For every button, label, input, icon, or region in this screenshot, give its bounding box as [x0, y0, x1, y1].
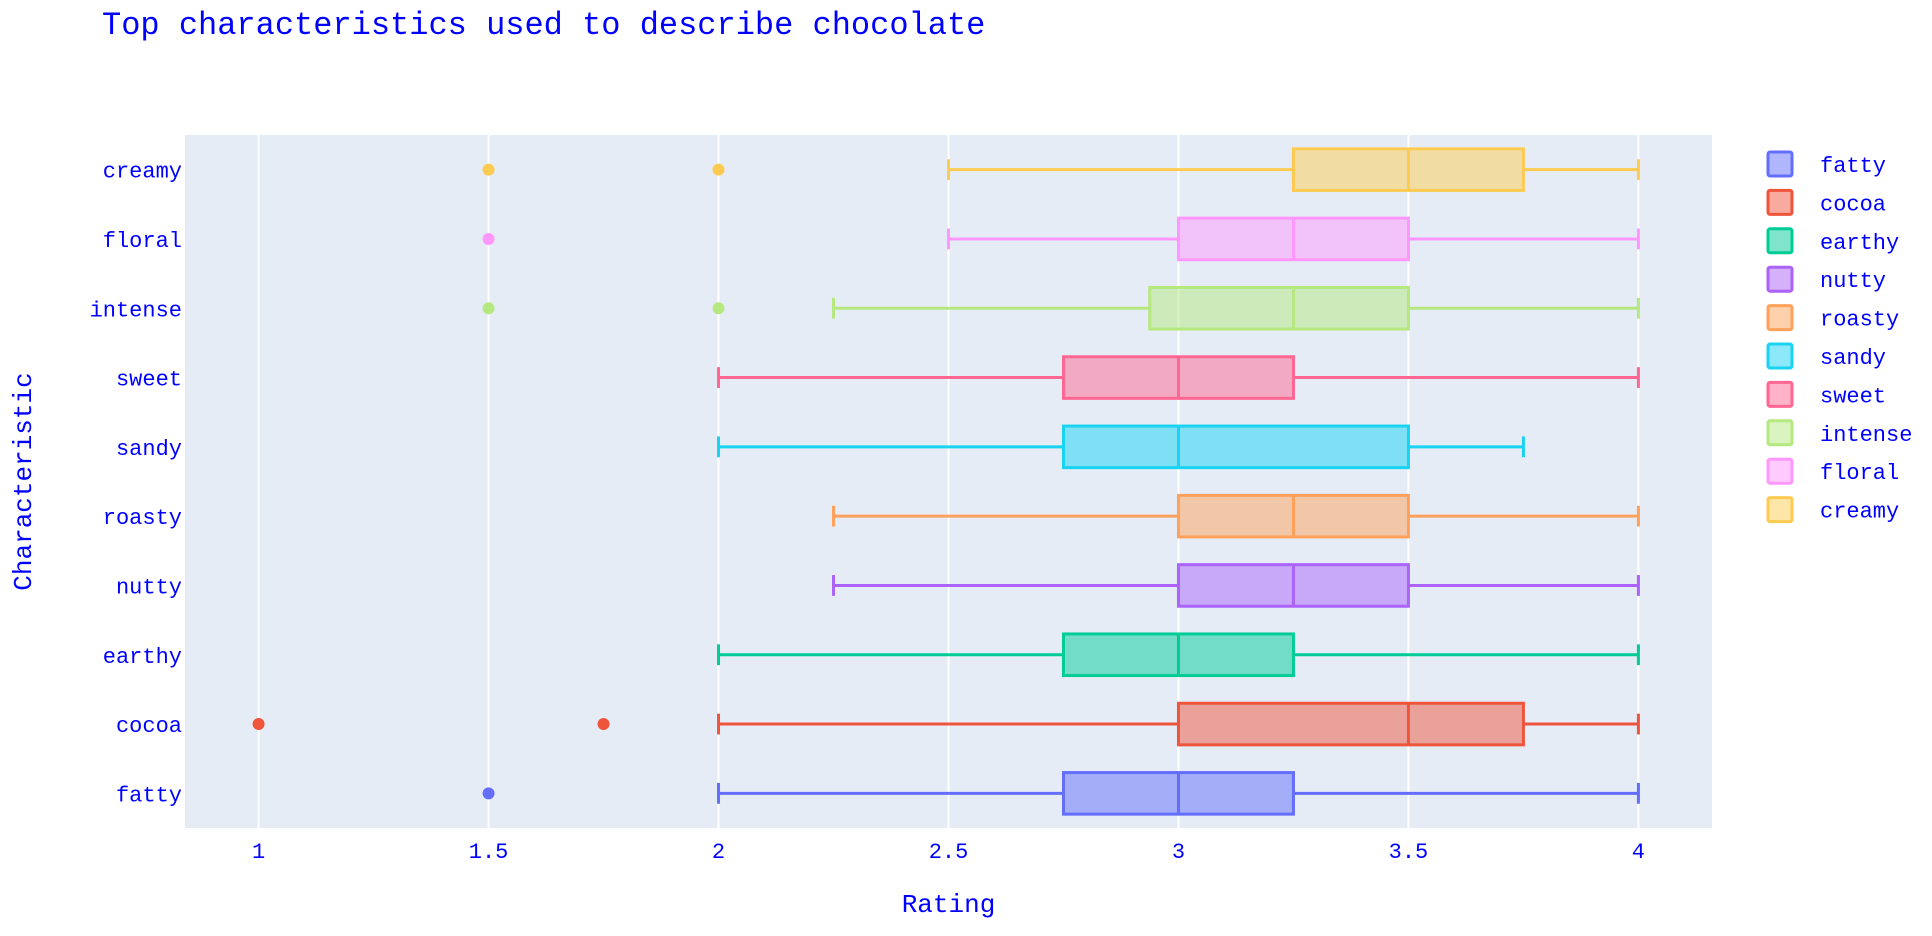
legend-item-fatty[interactable]: fatty: [1766, 150, 1886, 179]
legend-swatch: [1766, 419, 1794, 447]
y-tick-label: roasty: [103, 506, 182, 531]
box-trace-nutty: [832, 563, 1640, 608]
legend-item-cocoa[interactable]: cocoa: [1766, 188, 1886, 217]
y-axis-title: Characteristic: [9, 372, 39, 590]
legend-label: nutty: [1820, 269, 1886, 294]
legend-label: floral: [1820, 461, 1899, 486]
legend-label: cocoa: [1820, 192, 1886, 217]
box-trace-creamy: [482, 147, 1640, 192]
legend-swatch: [1766, 227, 1794, 255]
x-tick-label: 3: [1172, 840, 1185, 865]
x-tick-labels: 1 1.5 2 2.5 3 3.5 4: [252, 840, 1645, 865]
x-axis-title: Rating: [902, 890, 996, 920]
box-trace-sandy: [717, 424, 1525, 470]
y-tick-label: floral: [103, 229, 182, 254]
legend-label: earthy: [1820, 231, 1899, 256]
outlier-point: [482, 163, 495, 176]
x-tick-label: 4: [1632, 840, 1645, 865]
legend-item-earthy[interactable]: earthy: [1766, 227, 1899, 256]
outlier-point: [482, 232, 495, 245]
legend-item-creamy[interactable]: creamy: [1766, 496, 1899, 525]
box: [1176, 701, 1525, 747]
y-tick-label: fatty: [116, 783, 182, 808]
x-tick-label: 2: [712, 840, 725, 865]
outlier-point: [482, 302, 495, 315]
box-trace-sweet: [717, 355, 1640, 400]
y-tick-label: creamy: [103, 160, 182, 185]
legend-item-sandy[interactable]: sandy: [1766, 342, 1886, 371]
box-trace-roasty: [832, 493, 1640, 539]
y-tick-labels: fatty cocoa earthy nutty roasty sandy sweet int…: [90, 160, 182, 809]
y-tick-label: earthy: [103, 645, 182, 670]
x-tick-label: 2.5: [929, 840, 969, 865]
legend-swatch: [1766, 265, 1794, 293]
legend-item-floral[interactable]: floral: [1766, 457, 1899, 486]
legend-swatch: [1766, 496, 1794, 524]
outlier-point: [597, 718, 610, 731]
box-traces: [252, 147, 1640, 816]
legend-label: roasty: [1820, 308, 1899, 333]
legend-swatch: [1766, 188, 1794, 216]
legend-label: creamy: [1820, 500, 1899, 525]
legend-label: intense: [1820, 423, 1912, 448]
outlier-point: [252, 718, 265, 731]
legend-swatch: [1766, 304, 1794, 332]
box-trace-intense: [482, 285, 1640, 331]
legend-item-nutty[interactable]: nutty: [1766, 265, 1886, 294]
x-tick-label: 1: [252, 840, 265, 865]
box-trace-fatty: [482, 771, 1640, 816]
y-tick-label: cocoa: [116, 714, 182, 739]
x-tick-label: 1.5: [469, 840, 509, 865]
legend-item-intense[interactable]: intense: [1766, 419, 1912, 448]
box: [1148, 285, 1410, 331]
outlier-point: [482, 787, 495, 800]
box-trace-earthy: [717, 632, 1640, 678]
y-tick-label: nutty: [116, 575, 182, 600]
x-tick-label: 3.5: [1389, 840, 1429, 865]
y-tick-label: intense: [90, 298, 182, 323]
legend-swatch: [1766, 150, 1794, 178]
box-trace-cocoa: [252, 701, 1640, 747]
box-trace-floral: [482, 216, 1640, 262]
legend-label: sweet: [1820, 384, 1886, 409]
legend-item-roasty[interactable]: roasty: [1766, 304, 1899, 333]
legend[interactable]: fatty cocoa earthy nutty roasty sandy sweet int…: [1766, 150, 1912, 525]
outlier-point: [712, 163, 725, 176]
y-tick-label: sandy: [116, 437, 182, 462]
legend-item-sweet[interactable]: sweet: [1766, 380, 1886, 409]
box: [1061, 424, 1410, 470]
legend-swatch: [1766, 457, 1794, 485]
outlier-point: [712, 302, 725, 315]
legend-swatch: [1766, 380, 1794, 408]
y-tick-label: sweet: [116, 368, 182, 393]
legend-swatch: [1766, 342, 1794, 370]
legend-label: sandy: [1820, 346, 1886, 371]
legend-label: fatty: [1820, 154, 1886, 179]
chart-title: Top characteristics used to describe cho…: [102, 7, 985, 44]
